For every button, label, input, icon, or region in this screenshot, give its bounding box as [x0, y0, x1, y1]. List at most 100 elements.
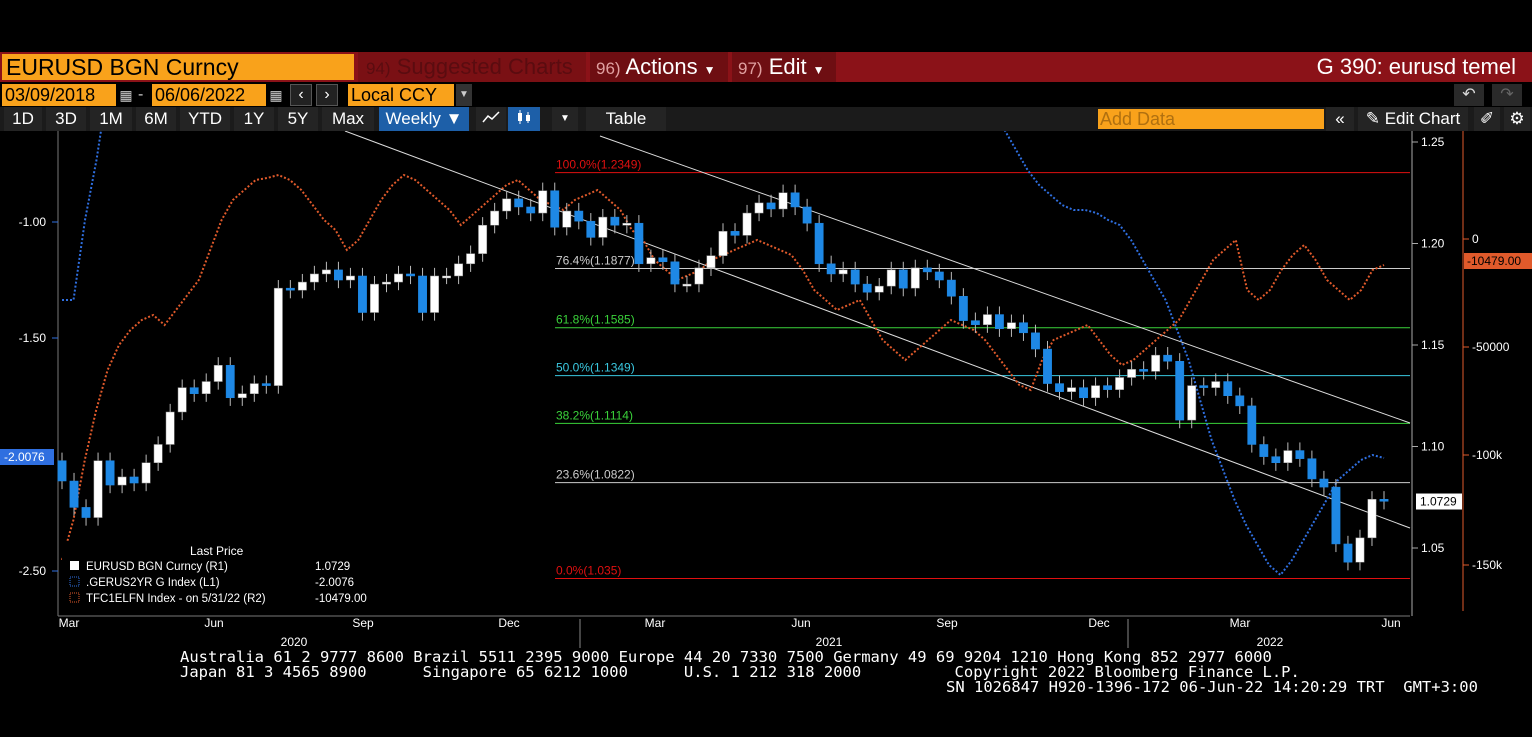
edit-chart-button[interactable]: ✎ Edit Chart [1358, 107, 1468, 131]
candle-body [309, 273, 319, 283]
edit-label: Edit [768, 54, 807, 79]
line-chart-icon[interactable] [476, 107, 506, 131]
candle-body [1211, 381, 1221, 388]
footer-contacts-1: Australia 61 2 9777 8600 Brazil 5511 239… [180, 648, 1272, 666]
candle-body [718, 231, 728, 256]
prev-period-button[interactable]: ‹ [290, 84, 312, 106]
r2-tick-label: -50000 [1472, 340, 1510, 354]
series-l1-line [62, 131, 1385, 577]
add-data-input[interactable]: Add Data [1098, 109, 1324, 129]
candle-body [754, 202, 764, 214]
currency-select[interactable]: Local CCY [348, 84, 454, 106]
redo-icon[interactable]: ↷ [1492, 84, 1522, 106]
l1-current-box [0, 449, 54, 465]
legend-box [62, 541, 380, 613]
r2-tick-label: 0 [1472, 232, 1479, 246]
candle-body [261, 383, 271, 386]
caret-down-icon[interactable]: ▼ [456, 84, 472, 106]
price-chart[interactable]: 100.0%(1.2349) 76.4%(1.1877) 61.8%(1.1585)… [0, 131, 1532, 648]
candle-body [574, 210, 584, 222]
actions-menu[interactable]: 96) Actions ▼ [590, 52, 728, 82]
candle-body [886, 269, 896, 287]
candle-body [610, 216, 620, 226]
gear-icon[interactable]: ⚙ [1504, 107, 1530, 131]
r1-tick-label: 1.10 [1421, 440, 1445, 454]
security-field[interactable]: EURUSD BGN Curncy [2, 54, 354, 80]
calendar-icon[interactable]: ▦ [269, 87, 283, 103]
period-button-1m[interactable]: 1M [90, 107, 132, 131]
candle-body [105, 460, 115, 486]
date-separator: - [138, 86, 144, 103]
period-button-5y[interactable]: 5Y [278, 107, 318, 131]
candle-body [682, 283, 692, 287]
footer-contacts-2: Japan 81 3 4565 8900 Singapore 65 6212 1… [180, 663, 1300, 681]
x-tick-label: Mar [59, 616, 80, 630]
candle-body [730, 231, 740, 236]
candlestick-icon[interactable] [508, 107, 540, 131]
candle-body [526, 206, 536, 214]
table-button[interactable]: Table [586, 107, 666, 131]
candle-body [1067, 387, 1076, 392]
next-period-button[interactable]: › [316, 84, 338, 106]
candle-body [742, 212, 752, 236]
candle-body [69, 480, 79, 508]
candle-body [141, 462, 151, 484]
calendar-icon[interactable]: ▦ [119, 87, 133, 103]
candle-body [297, 281, 307, 291]
candle-body [394, 273, 403, 283]
x-tick-label: Mar [645, 616, 666, 630]
candle-body [430, 275, 439, 313]
candle-body [646, 257, 656, 265]
candle-body [598, 216, 608, 238]
candle-body [706, 255, 716, 269]
l1-tick-label: -2.50 [19, 564, 47, 578]
r1-tick-label: 1.15 [1421, 338, 1445, 352]
candle-body [418, 275, 427, 313]
start-date-input[interactable]: 03/09/2018 [2, 84, 116, 106]
frequency-select[interactable]: Weekly ▼ [379, 107, 469, 131]
annotate-icon[interactable]: ✐ [1474, 107, 1500, 131]
period-button-1d[interactable]: 1D [4, 107, 42, 131]
candle-body [466, 253, 476, 265]
candle-body [802, 206, 812, 224]
candle-body [1031, 332, 1040, 350]
period-button-ytd[interactable]: YTD [180, 107, 230, 131]
x-tick-label: Jun [1381, 616, 1400, 630]
period-button-3d[interactable]: 3D [46, 107, 86, 131]
candle-body [442, 275, 452, 279]
candle-body [982, 314, 992, 325]
edit-menu[interactable]: 97) Edit ▼ [732, 52, 836, 82]
footer-session: SN 1026847 H920-1396-172 06-Jun-22 14:20… [946, 678, 1478, 696]
candle-body [249, 383, 259, 394]
candle-body [1199, 385, 1209, 388]
candle-body [1319, 478, 1329, 488]
legend-item-value: -10479.00 [315, 593, 367, 605]
r1-tick-label: 1.20 [1421, 237, 1445, 251]
period-button-max[interactable]: Max [322, 107, 374, 131]
candle-body [538, 190, 548, 214]
end-date-input[interactable]: 06/06/2022 [152, 84, 266, 106]
period-button-6m[interactable]: 6M [136, 107, 176, 131]
chart-type-dropdown[interactable]: ▼ [552, 107, 578, 131]
legend-item-name: .GERUS2YR G Index (L1) [86, 577, 220, 589]
legend-swatch [69, 576, 80, 587]
candle-body [273, 287, 283, 386]
fib-label: 38.2%(1.1114) [556, 408, 633, 422]
collapse-icon[interactable]: « [1326, 107, 1354, 131]
candle-body [1367, 499, 1377, 539]
r1-tick-label: 1.05 [1421, 541, 1445, 555]
candle-body [1259, 444, 1269, 457]
candle-body [1079, 387, 1088, 399]
candle-body [502, 198, 512, 212]
period-button-1y[interactable]: 1Y [234, 107, 274, 131]
candle-body [790, 192, 800, 208]
undo-icon[interactable]: ↶ [1454, 84, 1484, 106]
year-label: 2022 [1257, 635, 1284, 648]
caret-down-icon: ▼ [812, 63, 825, 77]
r2-current-box [1464, 253, 1532, 269]
candle-body [550, 190, 560, 228]
l1-tick-label: -1.50 [19, 331, 47, 345]
suggested-charts-button[interactable]: 94) Suggested Charts [358, 52, 586, 82]
candle-body [478, 224, 488, 254]
candle-body [382, 281, 391, 285]
